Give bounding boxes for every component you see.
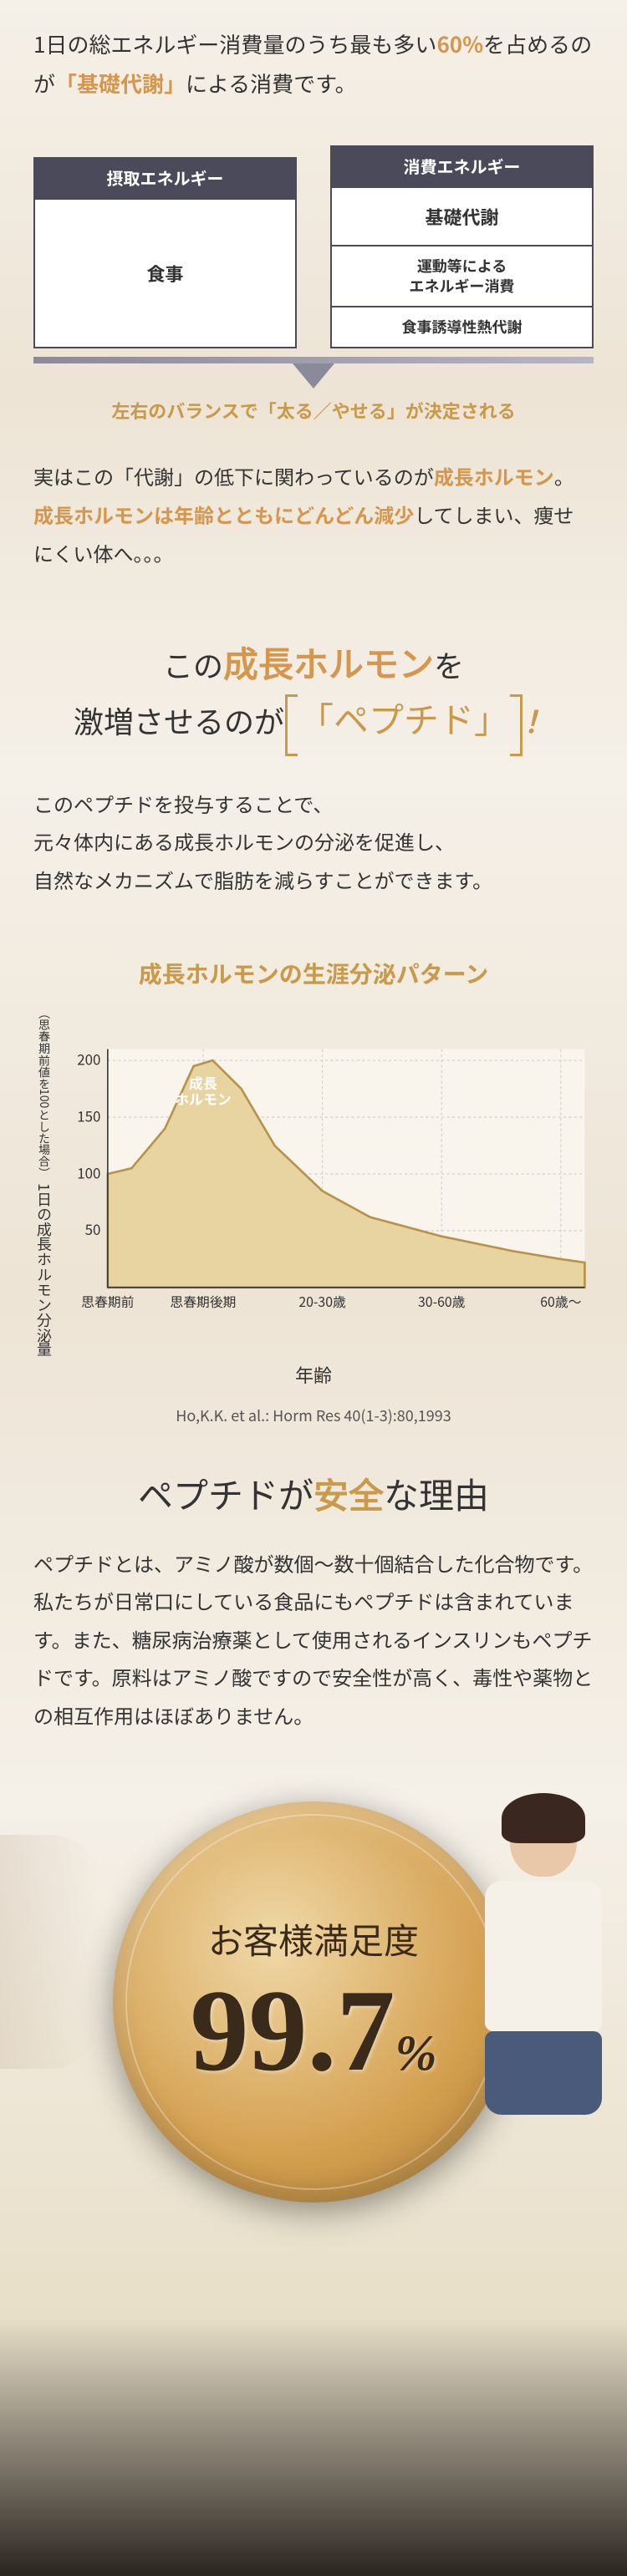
satisfaction-section: お客様満足度 99.7% — [0, 1768, 627, 2269]
consume-header: 消費エネルギー — [330, 145, 594, 186]
intake-side: 摂取エネルギー 食事 — [33, 157, 297, 348]
satisfaction-unit: % — [395, 2025, 437, 2081]
chart-title: 成長ホルモンの生涯分泌パターン — [0, 957, 627, 990]
svg-text:50: 50 — [85, 1219, 101, 1240]
hl2-post: ！ — [523, 706, 553, 739]
y-axis-label: 1日の成長ホルモン分泌量 — [33, 1183, 55, 1357]
intro-paragraph: 1日の総エネルギー消費量のうち最も多い60%を占めるのが「基礎代謝」による消費で… — [33, 25, 594, 104]
svg-text:思春期前: 思春期前 — [81, 1292, 134, 1311]
svg-text:20-30歳: 20-30歳 — [298, 1292, 346, 1311]
svg-text:200: 200 — [77, 1049, 100, 1070]
hl1-post: を — [434, 650, 464, 683]
peptide-desc: このペプチドを投与することで、 元々体内にある成長ホルモンの分泌を促進し、 自然… — [33, 785, 594, 899]
hormone-chart-svg: 50100150200思春期前思春期後期20-30歳30-60歳60歳〜成長ホル… — [64, 1040, 594, 1323]
balance-bar — [33, 357, 594, 363]
intro-section: 1日の総エネルギー消費量のうち最も多い60%を占めるのが「基礎代謝」による消費で… — [0, 0, 627, 597]
y-axis-labels: （思春期前値を100とした場合） 1日の成長ホルモン分泌量 — [33, 1007, 55, 1356]
headline-line2: 激増させるのが 「ペプチド」 ！ — [25, 694, 602, 750]
headline-line1: この成長ホルモンを — [25, 638, 602, 694]
chart-container: （思春期前値を100とした場合） 1日の成長ホルモン分泌量 50 100 150 20… — [0, 1007, 627, 1387]
meta-l1-post: 。 — [554, 461, 574, 490]
safety-body: ペプチドとは、アミノ酸が数個〜数十個結合した化合物です。私たちが日常口にしている… — [0, 1544, 627, 1768]
peptide-headline: この成長ホルモンを 激増させるのが 「ペプチド」 ！ — [0, 597, 627, 775]
intro-post: による消費です。 — [186, 68, 357, 99]
safety-title: ペプチドが安全な理由 — [0, 1426, 627, 1544]
hl1-hl: 成長ホルモン — [223, 647, 434, 685]
metabolism-paragraph: 実はこの「代謝」の低下に関わっているのが成長ホルモン。 成長ホルモンは年齢ととも… — [33, 457, 594, 572]
svg-text:ホルモン: ホルモン — [175, 1089, 232, 1110]
energy-balance-diagram: 摂取エネルギー 食事 消費エネルギー 基礎代謝 運動等による エネルギー消費 食… — [33, 129, 594, 458]
person-head — [510, 1801, 577, 1877]
meta-l1-pre: 実はこの「代謝」の低下に関わっているのが — [33, 461, 434, 490]
person-body — [485, 1881, 602, 2031]
intro-pct: 60% — [436, 28, 483, 59]
satisfaction-value: 99.7 — [191, 1966, 395, 2096]
hl1-pre: この — [163, 650, 223, 683]
intro-pre: 1日の総エネルギー消費量のうち最も多い — [33, 28, 436, 59]
hormone-chart-section: 成長ホルモンの生涯分泌パターン （思春期前値を100とした場合） 1日の成長ホル… — [0, 957, 627, 1425]
safety-title-post: な理由 — [384, 1478, 489, 1517]
safety-title-hl: 安全 — [314, 1478, 384, 1517]
intake-box: 食事 — [33, 198, 297, 348]
person-left-silhouette — [0, 1835, 100, 2069]
svg-text:思春期後期: 思春期後期 — [170, 1292, 236, 1311]
person-hair — [502, 1793, 585, 1843]
satisfaction-number: 99.7% — [191, 1973, 437, 2090]
safety-title-pre: ペプチドが — [138, 1478, 314, 1517]
consume-item-0: 基礎代謝 — [330, 186, 594, 247]
consume-stack: 基礎代謝 運動等による エネルギー消費 食事誘導性熱代謝 — [330, 186, 594, 349]
intro-highlight: 「基礎代謝」 — [55, 68, 186, 99]
peptide-box: 「ペプチド」 — [292, 694, 516, 750]
satisfaction-label: お客様満足度 — [208, 1913, 419, 1964]
meta-l1-hl: 成長ホルモン — [434, 461, 554, 490]
x-axis-label: 年齢 — [33, 1361, 594, 1388]
hl2-pre: 激増させるのが — [74, 706, 284, 739]
svg-text:150: 150 — [77, 1105, 100, 1126]
consume-side: 消費エネルギー 基礎代謝 運動等による エネルギー消費 食事誘導性熱代謝 — [330, 145, 594, 349]
balance-caption: 左右のバランスで「太る／やせる」が決定される — [33, 397, 594, 424]
consume-item-2: 食事誘導性熱代謝 — [330, 307, 594, 348]
svg-text:100: 100 — [77, 1162, 100, 1183]
person-right-figure — [468, 1801, 619, 2119]
y-axis-sub: （思春期前値を100とした場合） — [36, 1007, 53, 1178]
intake-header: 摂取エネルギー — [33, 157, 297, 198]
consume-item-1: 運動等による エネルギー消費 — [330, 246, 594, 307]
peptide-desc-section: このペプチドを投与することで、 元々体内にある成長ホルモンの分泌を促進し、 自然… — [0, 776, 627, 924]
meta-l2-hl: 成長ホルモンは年齢とともにどんどん減少 — [33, 500, 414, 529]
satisfaction-circle: お客様満足度 99.7% — [113, 1801, 514, 2203]
balance-boxes: 摂取エネルギー 食事 消費エネルギー 基礎代謝 運動等による エネルギー消費 食… — [33, 145, 594, 349]
chart-citation: Ho,K.K. et al.: Horm Res 40(1-3):80,1993 — [0, 1405, 627, 1426]
svg-text:30-60歳: 30-60歳 — [418, 1292, 466, 1311]
person-pants — [485, 2031, 602, 2115]
balance-fulcrum-icon — [293, 363, 334, 389]
svg-text:60歳〜: 60歳〜 — [540, 1292, 581, 1311]
safety-section: ペプチドが安全な理由 ペプチドとは、アミノ酸が数個〜数十個結合した化合物です。私… — [0, 1426, 627, 1768]
